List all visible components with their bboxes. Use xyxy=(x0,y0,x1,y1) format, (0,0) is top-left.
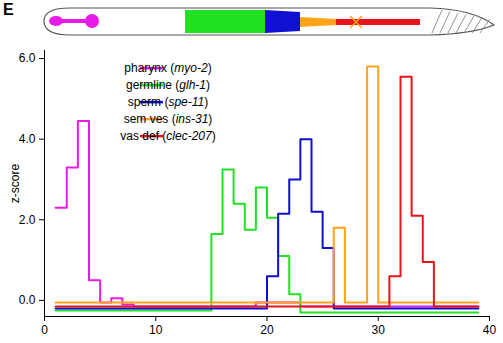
svg-text:10: 10 xyxy=(149,323,163,337)
svg-text:E: E xyxy=(3,1,14,18)
svg-text:0.0: 0.0 xyxy=(19,293,36,307)
svg-text:40: 40 xyxy=(483,323,497,337)
svg-text:6.0: 6.0 xyxy=(19,51,36,65)
svg-text:sperm (spe-11): sperm (spe-11) xyxy=(128,95,208,109)
svg-text:20: 20 xyxy=(260,323,274,337)
svg-text:germline (glh-1): germline (glh-1) xyxy=(126,78,210,92)
svg-text:30: 30 xyxy=(372,323,386,337)
svg-text:0: 0 xyxy=(41,323,48,337)
svg-text:vas def (clec-207): vas def (clec-207) xyxy=(120,129,215,143)
svg-text:4.0: 4.0 xyxy=(19,132,36,146)
svg-text:sem ves (ins-31): sem ves (ins-31) xyxy=(124,112,213,126)
svg-text:2.0: 2.0 xyxy=(19,213,36,227)
svg-text:pharynx (myo-2): pharynx (myo-2) xyxy=(124,61,211,75)
svg-text:z-score: z-score xyxy=(8,164,22,204)
